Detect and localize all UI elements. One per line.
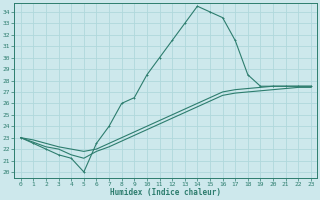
X-axis label: Humidex (Indice chaleur): Humidex (Indice chaleur) [110,188,221,197]
